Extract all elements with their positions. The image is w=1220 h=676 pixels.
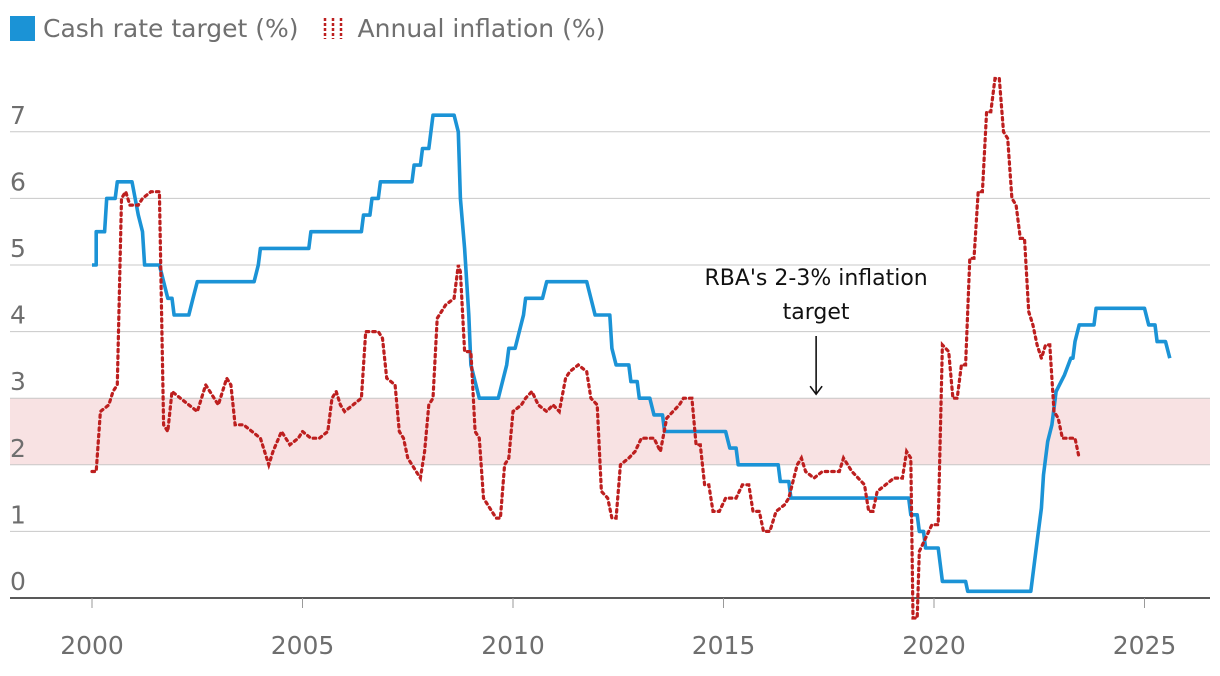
series-line-cash-rate xyxy=(92,113,1172,594)
y-tick-label-2: 2 xyxy=(10,434,26,463)
x-tick-label-2010: 2010 xyxy=(481,631,545,660)
x-tick-label-2020: 2020 xyxy=(902,631,966,660)
y-tick-label-4: 4 xyxy=(10,301,26,330)
y-tick-label-0: 0 xyxy=(10,567,26,596)
legend-swatch-inflation xyxy=(323,18,342,39)
series-line-inflation xyxy=(90,76,1081,620)
x-tick-labels: 2000 2005 2010 2015 2020 2025 xyxy=(60,598,1176,660)
x-tick-label-2005: 2005 xyxy=(271,631,335,660)
annotation-arrowhead xyxy=(809,385,823,396)
x-tick-label-2000: 2000 xyxy=(60,631,124,660)
annotation-rba-target: RBA's 2-3% inflation target xyxy=(704,266,928,396)
inflation-target-band xyxy=(10,398,1210,465)
y-tick-label-7: 7 xyxy=(10,101,26,130)
x-tick-label-2025: 2025 xyxy=(1113,631,1177,660)
y-tick-label-5: 5 xyxy=(10,234,26,263)
annotation-text-line-2: target xyxy=(783,300,850,325)
gridlines xyxy=(10,131,1210,532)
x-tick-label-2015: 2015 xyxy=(692,631,756,660)
legend-label-inflation: Annual inflation (%) xyxy=(357,14,606,43)
y-tick-label-6: 6 xyxy=(10,167,26,196)
y-tick-label-3: 3 xyxy=(10,367,26,396)
legend-swatch-cash-rate xyxy=(10,16,35,41)
y-tick-labels: 0 1 2 3 4 5 6 7 xyxy=(10,101,26,596)
legend-label-cash-rate: Cash rate target (%) xyxy=(43,14,299,43)
annotation-text-line-1: RBA's 2-3% inflation xyxy=(704,266,927,291)
legend-item-cash-rate: Cash rate target (%) xyxy=(10,14,299,43)
chart-legend: Cash rate target (%) Annual inflation (%… xyxy=(10,14,627,43)
y-tick-label-1: 1 xyxy=(10,500,26,529)
legend-item-inflation: Annual inflation (%) xyxy=(321,14,606,43)
